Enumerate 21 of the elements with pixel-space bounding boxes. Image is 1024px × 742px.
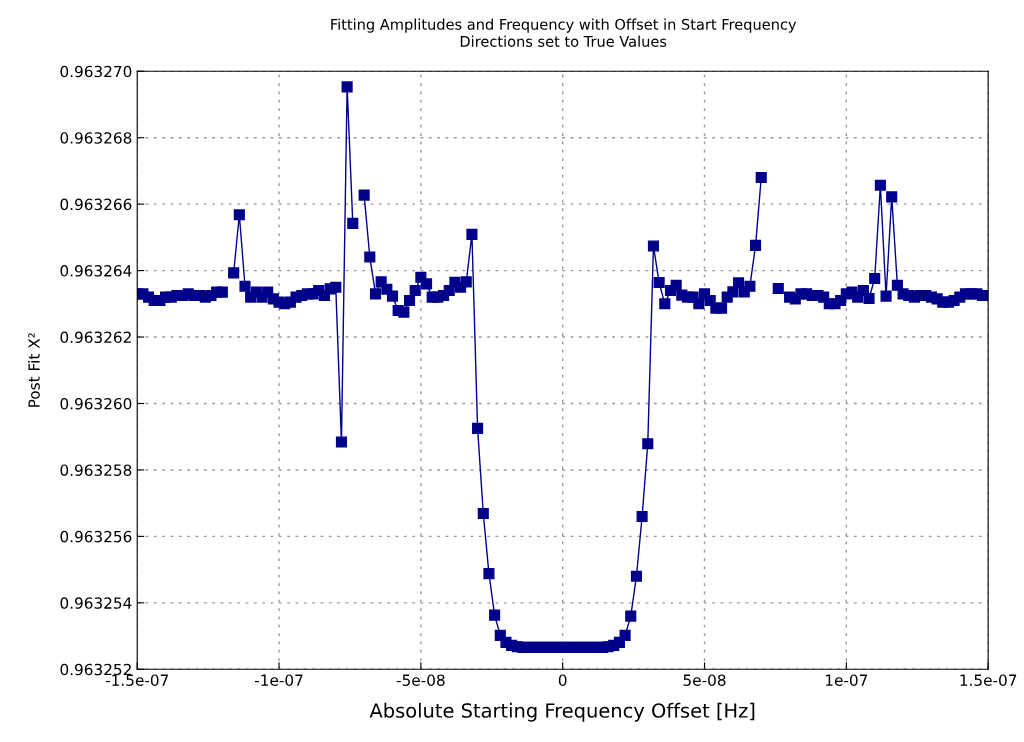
x-tick-label: 1e-07 xyxy=(825,674,868,686)
y-tick-label: 0.963254 xyxy=(60,597,132,609)
y-tick-label: 0.963252 xyxy=(60,663,131,676)
y-tick-label: 0.963270 xyxy=(60,65,132,78)
y-tick-label: 0.963260 xyxy=(60,397,132,410)
y-tick-label: 0.963268 xyxy=(60,132,132,144)
x-tick-label: 5e-08 xyxy=(683,674,726,686)
y-tick-label: 0.963266 xyxy=(60,198,132,211)
chart-title: Fitting Amplitudes and Frequency with Offset in Start Frequency xyxy=(331,18,797,33)
y-tick-label: 0.963258 xyxy=(60,464,132,476)
x-tick-label: -1.5e-07 xyxy=(105,674,168,686)
x-axis-title: Absolute Starting Frequency Offset [Hz] xyxy=(369,702,755,722)
y-tick-label: 0.963256 xyxy=(60,530,132,543)
x-tick-label: -1e-07 xyxy=(254,674,303,686)
chart-subtitle: Directions set to True Values xyxy=(460,35,667,47)
x-tick-label: -5e-08 xyxy=(396,674,445,686)
y-tick-label: 0.963264 xyxy=(60,265,132,277)
x-tick-label: 1.5e-07 xyxy=(960,674,1017,686)
y-tick-label: 0.963262 xyxy=(60,331,131,344)
x-tick-label: 0 xyxy=(558,674,567,686)
y-axis-title: Post Fit X² xyxy=(28,333,40,407)
